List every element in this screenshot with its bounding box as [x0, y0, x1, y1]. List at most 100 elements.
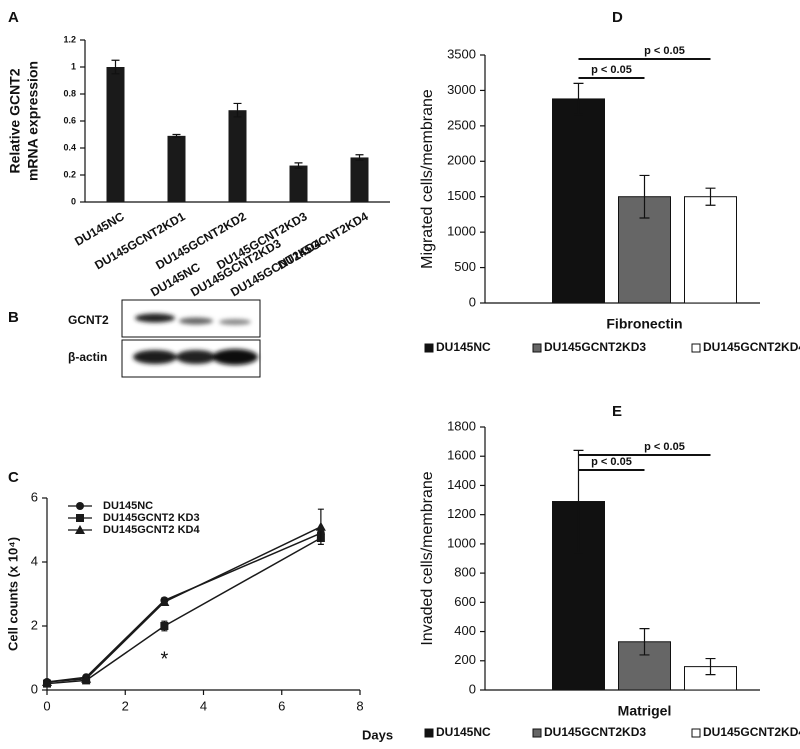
y-tick-label: 800 [454, 565, 476, 580]
y-tick-label: 400 [454, 623, 476, 638]
y-tick-label: 1.2 [63, 34, 76, 44]
y-axis-label: Invaded cells/membrane [419, 471, 436, 645]
panel-label: B [8, 309, 19, 326]
x-tick-label: DU145NC [72, 209, 127, 249]
marker [315, 521, 326, 531]
bar [684, 196, 737, 304]
marker [42, 677, 52, 686]
error-bar [639, 174, 650, 219]
legend-swatch [691, 343, 701, 353]
error-bar [355, 154, 364, 161]
legend-label: DU145GCNT2 KD4 [103, 524, 200, 536]
line [46, 526, 322, 683]
legend-swatch [424, 343, 434, 353]
marker [159, 597, 170, 606]
y-tick-label: 3500 [447, 46, 476, 61]
y-tick-label: 1600 [447, 448, 476, 463]
y-tick-label: 1000 [447, 535, 476, 550]
legend-label: DU145GCNT2KD3 [544, 725, 646, 739]
legend-marker [75, 525, 85, 534]
x-axis-label: Days [362, 727, 393, 742]
error-bar [111, 59, 120, 75]
y-tick-label: 0.6 [63, 115, 76, 125]
panel-label: C [8, 469, 19, 486]
legend-swatch [532, 728, 542, 738]
x-tick-label: 4 [200, 698, 207, 713]
marker [81, 673, 92, 683]
legend-swatch [532, 343, 542, 353]
marker [160, 622, 169, 630]
y-tick-label: 1400 [447, 477, 476, 492]
y-tick-label: 1 [71, 61, 76, 71]
y-tick-label: 1000 [447, 224, 476, 239]
error-bar [639, 628, 650, 656]
y-tick-label: 0 [71, 196, 76, 206]
error-bar [573, 82, 584, 116]
x-tick-label: 2 [122, 698, 129, 713]
bar [228, 110, 247, 202]
y-tick-label: 3000 [447, 82, 476, 97]
row-label: β-actin [68, 350, 107, 364]
error-bar [233, 102, 242, 118]
bar [167, 135, 186, 202]
significance-label: p < 0.05 [591, 456, 632, 468]
y-tick-label: 0.2 [63, 169, 76, 179]
line [46, 532, 322, 683]
y-tick-label: 2000 [447, 153, 476, 168]
x-tick-label: 0 [43, 698, 50, 713]
y-tick-label: 2 [31, 617, 38, 632]
legend-label: DU145GCNT2KD4 [703, 340, 800, 354]
legend-marker [76, 502, 84, 510]
bar [350, 157, 369, 202]
panel-label: A [8, 9, 19, 26]
bar [289, 165, 308, 202]
y-tick-label: 0.4 [63, 142, 76, 152]
y-tick-label: 200 [454, 652, 476, 667]
y-axis-label: mRNA expression [25, 61, 41, 181]
legend-label: DU145GCNT2KD3 [544, 340, 646, 354]
legend-marker [76, 514, 84, 522]
x-tick-label: 6 [278, 698, 285, 713]
y-tick-label: 6 [31, 489, 38, 504]
legend-label: DU145NC [436, 725, 491, 739]
y-axis-label: Cell counts (x 10⁴) [5, 537, 20, 651]
y-tick-label: 0 [469, 294, 476, 309]
y-tick-label: 600 [454, 594, 476, 609]
legend-swatch [691, 728, 701, 738]
y-axis-label: Migrated cells/membrane [419, 89, 436, 269]
x-category-label: Matrigel [618, 703, 672, 719]
y-tick-label: 500 [454, 259, 476, 274]
panel-label: E [612, 403, 622, 420]
error-bar [294, 162, 303, 169]
legend-label: DU145NC [103, 500, 153, 512]
significance-label: p < 0.05 [644, 441, 685, 453]
line [46, 537, 322, 685]
y-tick-label: 0 [469, 681, 476, 696]
y-tick-label: 4 [31, 553, 38, 568]
y-tick-label: 1200 [447, 506, 476, 521]
y-tick-label: 1500 [447, 188, 476, 203]
legend-label: DU145GCNT2KD4 [703, 725, 800, 739]
y-tick-label: 2500 [447, 117, 476, 132]
error-bar [705, 187, 716, 206]
bar [552, 98, 605, 304]
error-bar [705, 657, 716, 676]
error-bar [573, 449, 584, 554]
bands [133, 313, 258, 365]
error-bar [172, 133, 181, 138]
annotation: * [160, 648, 168, 670]
panel-label: D [612, 9, 623, 26]
legend-label: DU145GCNT2 KD3 [103, 512, 200, 524]
bar [106, 67, 125, 202]
legend-swatch [424, 728, 434, 738]
x-category-label: Fibronectin [606, 316, 682, 332]
significance-label: p < 0.05 [644, 45, 685, 57]
significance-label: p < 0.05 [591, 64, 632, 76]
y-tick-label: 1800 [447, 418, 476, 433]
y-axis-label: Relative GCNT2 [7, 68, 23, 173]
x-tick-label: 8 [356, 698, 363, 713]
y-tick-label: 0 [31, 681, 38, 696]
legend-label: DU145NC [436, 340, 491, 354]
row-label: GCNT2 [68, 313, 109, 327]
